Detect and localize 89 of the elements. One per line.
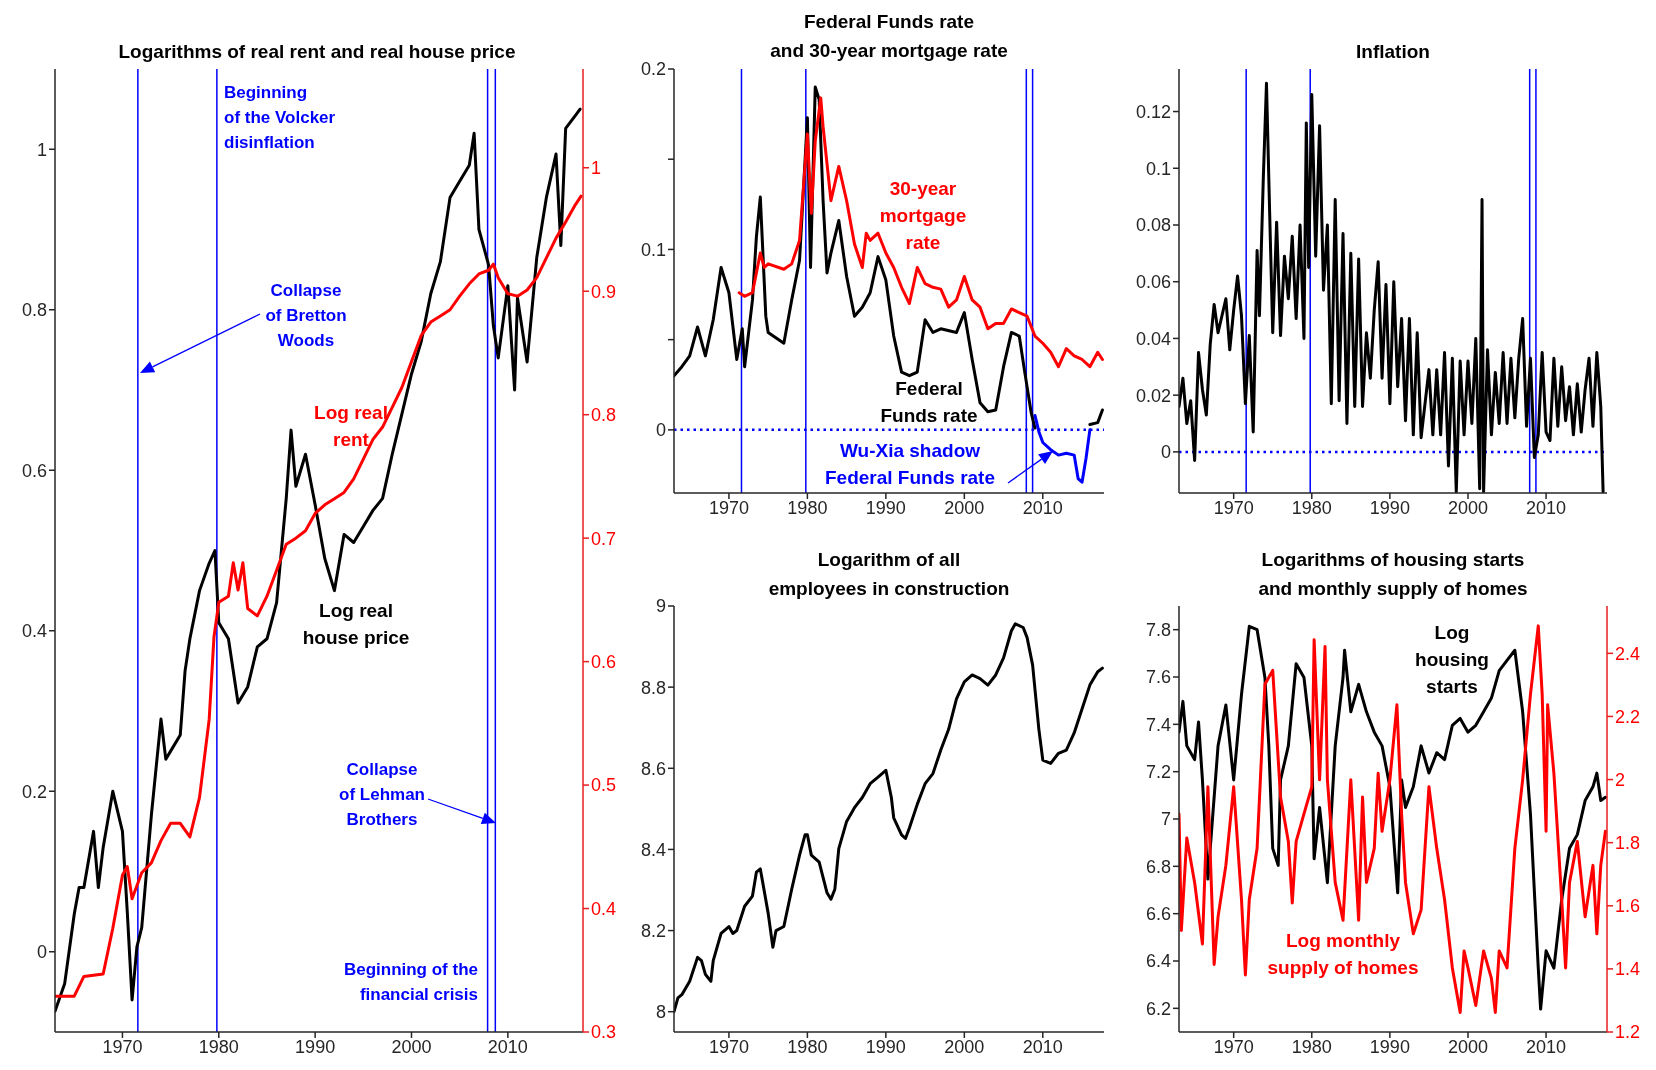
chart-title: Inflation [1356, 40, 1430, 64]
y2-tick-label: 1.6 [1615, 896, 1641, 917]
x-tick-label: 1970 [102, 1036, 143, 1057]
x-tick-label: 2000 [1447, 497, 1488, 518]
x-tick-label: 1980 [1291, 497, 1332, 518]
y-tick-label: 7.2 [1145, 762, 1171, 783]
y-tick-label: 8 [655, 1002, 666, 1023]
y-tick-label: 0.06 [1135, 272, 1171, 293]
y2-tick-label: 0.9 [591, 281, 617, 302]
x-tick-label: 2010 [1022, 497, 1063, 518]
y-tick-label: 9 [655, 596, 666, 617]
y2-tick-label: 1.8 [1615, 833, 1641, 854]
y-tick-label: 0.4 [21, 621, 47, 642]
y2-tick-label: 2.2 [1615, 706, 1641, 727]
y-tick-label: 1 [36, 139, 47, 160]
y-tick-label: 8.4 [640, 839, 666, 860]
y-tick-label: 0.1 [640, 239, 666, 260]
x-tick-label: 1990 [1369, 1036, 1410, 1057]
chart-title: Logarithm of all employees in construction [768, 548, 1010, 601]
y-tick-label: 7.8 [1145, 620, 1171, 641]
x-tick-label: 2010 [1526, 497, 1567, 518]
y-tick-label: 0.02 [1135, 385, 1171, 406]
chart-title: Logarithms of real rent and real house price [118, 40, 516, 64]
x-tick-label: 1980 [198, 1036, 239, 1057]
y2-tick-label: 1.2 [1615, 1022, 1641, 1043]
y2-tick-label: 0.3 [591, 1022, 617, 1043]
y-tick-label: 0.8 [21, 300, 47, 321]
y-tick-label: 6.4 [1145, 951, 1171, 972]
y-tick-label: 7.6 [1145, 667, 1171, 688]
y2-tick-label: 2 [1615, 769, 1626, 790]
y2-tick-label: 0.8 [591, 405, 617, 426]
legend-label: Wu-Xia shadow Federal Funds rate [825, 439, 995, 490]
x-tick-label: 2010 [1022, 1036, 1063, 1057]
y-tick-label: 6.8 [1145, 856, 1171, 877]
y-tick-label: 0.2 [640, 59, 666, 80]
annotation: Beginning of the financial crisis [343, 959, 478, 1006]
x-tick-label: 2010 [1526, 1036, 1567, 1057]
x-tick-label: 1980 [1291, 1036, 1332, 1057]
x-tick-label: 1990 [865, 1036, 906, 1057]
annotation: Collapse of Bretton Woods [265, 280, 347, 352]
x-tick-label: 2000 [391, 1036, 432, 1057]
y-tick-label: 0.2 [21, 781, 47, 802]
series-label: Federal Funds rate [880, 377, 978, 428]
y-tick-label: 0.12 [1135, 101, 1171, 122]
x-tick-label: 2000 [944, 1036, 985, 1057]
y2-tick-label: 2.4 [1615, 643, 1641, 664]
y2-tick-label: 1.4 [1615, 959, 1641, 980]
x-tick-label: 1970 [708, 1036, 749, 1057]
y-tick-label: 0.1 [1145, 158, 1171, 179]
x-tick-label: 2000 [944, 497, 985, 518]
series-label: Log housing starts [1415, 621, 1489, 699]
x-tick-label: 1970 [1213, 1036, 1254, 1057]
y-tick-label: 0.08 [1135, 215, 1171, 236]
chart-title: Logarithms of housing starts and monthly supply of homes [1258, 548, 1528, 601]
y-tick-label: 8.8 [640, 677, 666, 698]
y-tick-label: 7 [1160, 809, 1171, 830]
y-tick-label: 0 [655, 420, 666, 441]
x-tick-label: 1990 [295, 1036, 336, 1057]
line-series [674, 622, 1104, 1014]
series-label: Log real house price [302, 599, 410, 650]
y2-tick-label: 0.7 [591, 528, 617, 549]
y-tick-label: 0.04 [1135, 328, 1171, 349]
x-tick-label: 1970 [1213, 497, 1254, 518]
x-tick-label: 1970 [708, 497, 749, 518]
y-tick-label: 6.2 [1145, 998, 1171, 1019]
annotation: Collapse of Lehman Brothers [339, 759, 425, 831]
y2-tick-label: 1 [591, 158, 602, 179]
y2-tick-label: 0.4 [591, 898, 617, 919]
series-label: Log real rent [314, 401, 388, 452]
series-label: Log monthly supply of homes [1267, 929, 1419, 980]
y-tick-label: 8.6 [640, 758, 666, 779]
y2-tick-label: 0.6 [591, 652, 617, 673]
y-tick-label: 7.4 [1145, 714, 1171, 735]
annotation: Beginning of the Volcker disinflation [224, 82, 336, 154]
line-series [737, 96, 1104, 369]
series-label: 30-year mortgage rate [879, 177, 967, 255]
x-tick-label: 1980 [787, 1036, 828, 1057]
y-tick-label: 0 [36, 942, 47, 963]
x-tick-label: 1990 [1369, 497, 1410, 518]
x-tick-label: 1980 [787, 497, 828, 518]
y-tick-label: 0.6 [21, 460, 47, 481]
y-tick-label: 8.2 [640, 920, 666, 941]
x-tick-label: 2010 [487, 1036, 528, 1057]
x-tick-label: 2000 [1447, 1036, 1488, 1057]
chart-title: Federal Funds rate and 30-year mortgage rate [770, 10, 1008, 63]
x-tick-label: 1990 [865, 497, 906, 518]
y-tick-label: 6.6 [1145, 904, 1171, 925]
y-tick-label: 0 [1160, 442, 1171, 463]
y2-tick-label: 0.5 [591, 775, 617, 796]
